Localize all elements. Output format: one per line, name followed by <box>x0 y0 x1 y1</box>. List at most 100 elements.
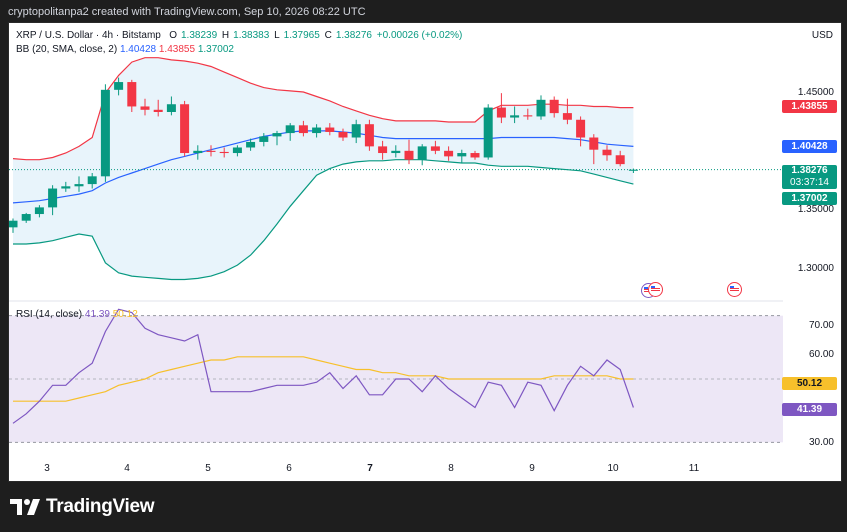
candle-body <box>510 115 520 118</box>
candle[interactable] <box>338 128 348 141</box>
candle[interactable] <box>74 176 84 192</box>
time-tick: 4 <box>124 463 130 474</box>
candle[interactable] <box>496 93 506 124</box>
candle[interactable] <box>562 98 572 125</box>
candle[interactable] <box>312 124 322 138</box>
rsi-tick: 30.00 <box>808 437 834 448</box>
candle[interactable] <box>193 145 203 160</box>
countdown-value: 03:37:14 <box>790 177 829 188</box>
bb-lower-line <box>13 159 634 281</box>
candle-body <box>444 150 454 157</box>
candle-body <box>114 82 124 90</box>
candle[interactable] <box>378 140 388 160</box>
rsi-tick: 60.00 <box>808 349 834 360</box>
candle-body <box>312 127 322 134</box>
bb-upper-tag: 1.43855 <box>782 100 837 113</box>
candle-body <box>298 125 308 134</box>
bb-basis-tag: 1.40428 <box>782 140 837 153</box>
candle[interactable] <box>615 150 625 167</box>
time-tick: 6 <box>286 463 292 474</box>
candle[interactable] <box>21 212 31 223</box>
candle-body <box>378 146 388 154</box>
candle[interactable] <box>404 139 414 165</box>
candle[interactable] <box>602 145 612 161</box>
candles-group <box>9 77 638 233</box>
candle-body <box>338 131 348 138</box>
candle-body <box>549 99 559 114</box>
rsi-label[interactable]: RSI (14, close) <box>16 309 83 320</box>
candle[interactable] <box>153 99 163 117</box>
candle[interactable] <box>114 77 124 96</box>
chart-canvas[interactable] <box>9 23 841 481</box>
rsi-value: 41.39 <box>84 309 110 320</box>
candle[interactable] <box>417 144 427 166</box>
currency-label[interactable]: USD <box>811 30 833 41</box>
candle-body <box>193 150 203 154</box>
candle[interactable] <box>48 185 58 216</box>
main-legend[interactable]: XRP / U.S. Dollar · 4h · Bitstamp O 1.382… <box>16 30 464 41</box>
high-label: H <box>221 30 230 41</box>
candle[interactable] <box>364 119 374 151</box>
candle[interactable] <box>351 119 361 144</box>
symbol-name[interactable]: XRP / U.S. Dollar · 4h · Bitstamp <box>16 30 161 41</box>
candle-body <box>259 136 269 142</box>
chart-frame[interactable]: XRP / U.S. Dollar · 4h · Bitstamp O 1.382… <box>8 22 842 482</box>
close-value: 1.38276 <box>335 30 372 41</box>
time-tick: 3 <box>44 463 50 474</box>
candle[interactable] <box>246 138 256 151</box>
last-price-value: 1.38276 <box>791 165 828 176</box>
candle[interactable] <box>272 130 282 146</box>
candle[interactable] <box>34 205 44 218</box>
bb-fill <box>13 57 634 280</box>
candle[interactable] <box>127 79 137 112</box>
candle-body <box>430 146 440 151</box>
candle[interactable] <box>470 150 480 160</box>
candle[interactable] <box>259 133 269 147</box>
candle[interactable] <box>298 120 308 137</box>
candle-body <box>48 188 58 208</box>
close-label: C <box>324 30 332 41</box>
us-flag-icon[interactable] <box>727 282 742 297</box>
bb-label[interactable]: BB (20, SMA, close, 2) <box>16 44 118 55</box>
candle[interactable] <box>510 106 520 124</box>
candle-body <box>285 125 295 134</box>
candle[interactable] <box>536 95 546 120</box>
candle[interactable] <box>232 145 242 157</box>
tradingview-footer[interactable]: TradingView <box>10 494 155 520</box>
candle[interactable] <box>219 147 229 158</box>
candle[interactable] <box>140 98 150 116</box>
candle-body <box>272 133 282 137</box>
candle-body <box>21 214 31 221</box>
chart-creator-caption: cryptopolitanpa2 created with TradingVie… <box>8 6 366 18</box>
candle[interactable] <box>549 96 559 118</box>
candle[interactable] <box>391 145 401 158</box>
candle[interactable] <box>166 96 176 116</box>
candle[interactable] <box>87 173 97 189</box>
candle[interactable] <box>206 145 216 157</box>
us-flag-icon[interactable] <box>648 282 663 297</box>
candle[interactable] <box>576 116 586 147</box>
candle[interactable] <box>589 134 599 165</box>
price-tick: 1.45000 <box>797 87 834 98</box>
bb-legend[interactable]: BB (20, SMA, close, 2) 1.40428 1.43855 1… <box>16 44 234 55</box>
candle-body <box>9 220 18 228</box>
candle-body <box>523 115 533 117</box>
candle[interactable] <box>285 123 295 141</box>
candle[interactable] <box>100 84 110 182</box>
time-tick: 10 <box>607 463 619 474</box>
candle[interactable] <box>180 100 190 157</box>
last-price-tag: 1.38276 03:37:14 <box>782 165 837 189</box>
candle-body <box>206 150 216 152</box>
rsi-legend[interactable]: RSI (14, close) 41.39 50.12 <box>16 309 138 320</box>
candle[interactable] <box>430 140 440 155</box>
candle-body <box>589 137 599 150</box>
candle[interactable] <box>9 218 18 233</box>
candle-body <box>391 150 401 154</box>
candle[interactable] <box>523 108 533 120</box>
candle[interactable] <box>483 104 493 160</box>
candle[interactable] <box>444 146 454 161</box>
candle[interactable] <box>61 181 71 192</box>
candle[interactable] <box>457 149 467 164</box>
candle[interactable] <box>325 123 335 136</box>
candle[interactable] <box>628 168 638 173</box>
